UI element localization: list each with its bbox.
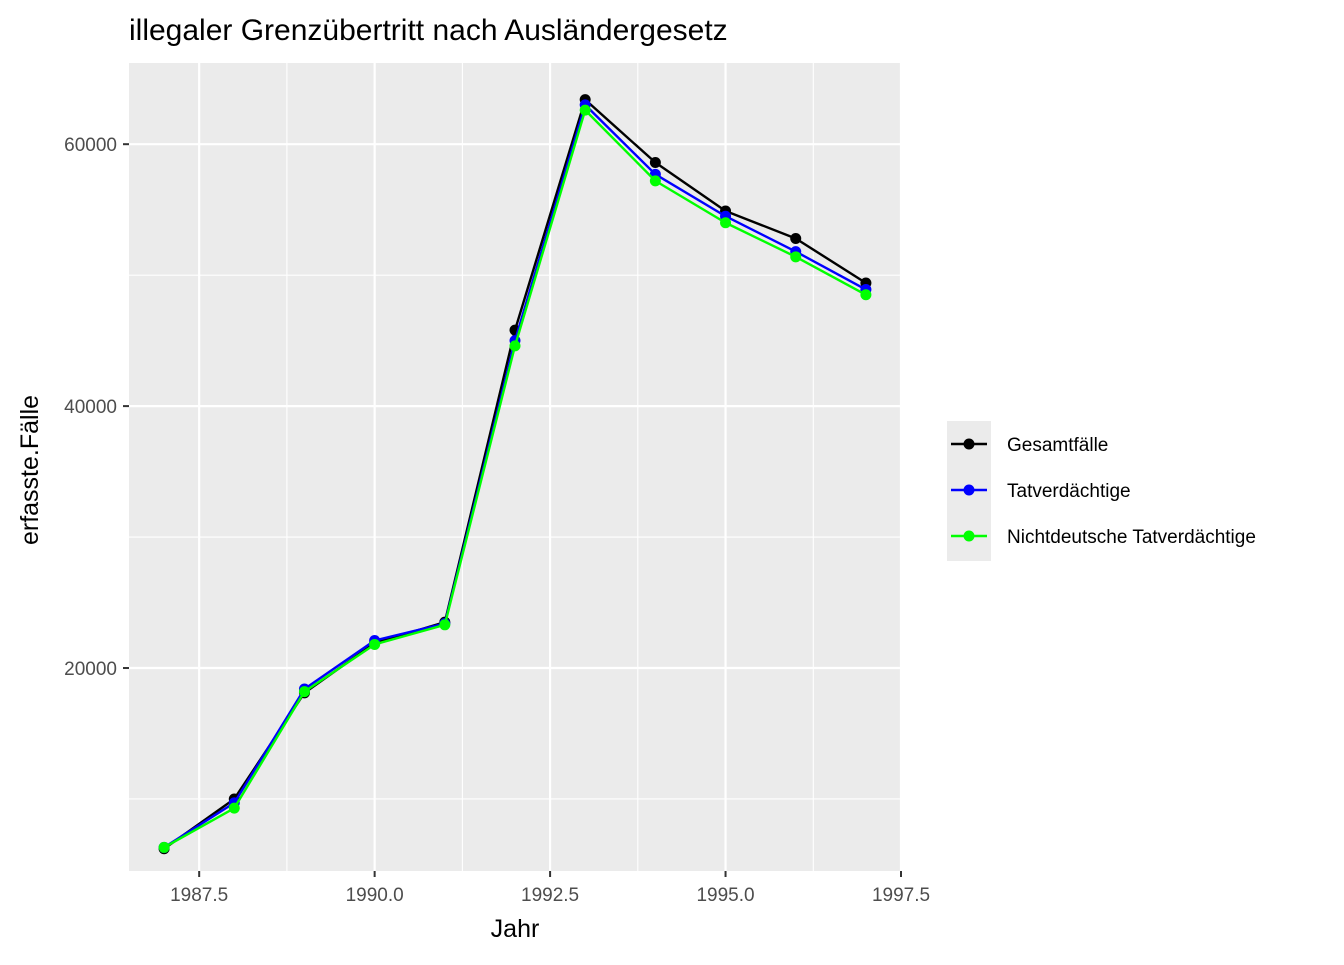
plot-panel xyxy=(129,63,901,871)
chart-title: illegaler Grenzübertritt nach Ausländerg… xyxy=(129,14,728,47)
x-tick-label: 1992.5 xyxy=(521,885,579,906)
data-point xyxy=(720,217,732,229)
data-point xyxy=(509,340,521,352)
legend: Gesamtfälle Tatverdächtige Nichtdeutsche T… xyxy=(947,421,1256,561)
y-tick-label: 40000 xyxy=(64,397,117,418)
series-layer xyxy=(158,94,872,855)
axes-layer: 1987.5 1990.0 1992.5 1995.0 1997.5 20000 40000… xyxy=(64,135,930,906)
x-tick-label: 1987.5 xyxy=(170,885,228,906)
data-point xyxy=(649,175,661,187)
data-point xyxy=(790,251,802,263)
data-point xyxy=(790,232,802,244)
legend-label: Tatverdächtige xyxy=(1007,481,1131,502)
y-axis-title: erfasste.Fälle xyxy=(16,395,44,545)
data-point xyxy=(579,104,591,116)
data-point xyxy=(228,802,240,814)
x-tick-label: 1990.0 xyxy=(346,885,404,906)
x-axis-title: Jahr xyxy=(491,915,540,943)
x-tick-label: 1995.0 xyxy=(696,885,754,906)
legend-key-point xyxy=(963,438,975,450)
grid-layer xyxy=(129,63,903,871)
legend-key-point xyxy=(963,530,975,542)
y-tick-label: 20000 xyxy=(64,659,117,680)
legend-key-point xyxy=(963,484,975,496)
data-point xyxy=(860,289,872,301)
data-point xyxy=(369,638,381,650)
data-point xyxy=(649,157,661,169)
x-tick-label: 1997.5 xyxy=(872,885,930,906)
legend-label: Gesamtfälle xyxy=(1007,435,1108,456)
data-point xyxy=(439,619,451,631)
data-point xyxy=(158,841,170,853)
data-point xyxy=(298,686,310,698)
y-tick-label: 60000 xyxy=(64,135,117,156)
legend-label: Nichtdeutsche Tatverdächtige xyxy=(1007,527,1256,548)
